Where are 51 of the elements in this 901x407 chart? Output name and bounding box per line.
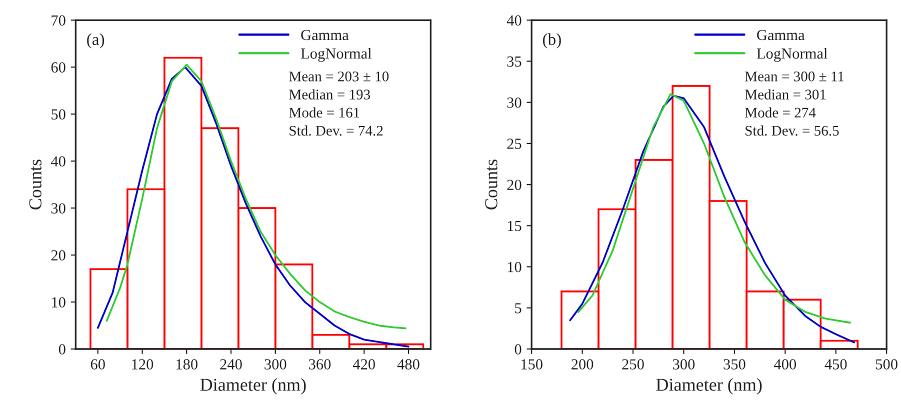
y-tick-label: 20 <box>51 250 66 260</box>
y-tick-label: 0 <box>58 344 66 354</box>
y-axis-title: Counts <box>485 160 498 210</box>
x-tick-label: 180 <box>176 359 198 370</box>
x-tick-label: 300 <box>673 359 695 370</box>
y-tick-label: 60 <box>51 62 66 73</box>
x-tick-label: 240 <box>220 359 242 370</box>
x-tick-label: 420 <box>352 359 375 370</box>
y-axis-title: Counts <box>29 160 42 210</box>
x-tick-label: 200 <box>572 359 594 370</box>
x-tick-label: 60 <box>90 359 105 370</box>
annotation: Mean = 300 ± 11 <box>745 72 844 82</box>
y-tick-label: 5 <box>515 303 522 314</box>
annotation: (a) <box>87 33 104 48</box>
legend-label: Gamma <box>301 30 349 40</box>
annotation: (b) <box>542 33 561 48</box>
annotation: Mean = 203 ± 10 <box>289 72 389 82</box>
y-tick-label: 15 <box>508 220 522 232</box>
y-tick-label: 0 <box>514 344 522 354</box>
x-tick-label: 350 <box>724 359 746 370</box>
legend-label: LogNormal <box>756 48 828 62</box>
annotation: Std. Dev. = 56.5 <box>746 125 839 136</box>
y-tick-label: 30 <box>51 203 66 214</box>
x-axis-title: Diameter (nm) <box>200 378 306 395</box>
x-tick-label: 400 <box>774 359 796 370</box>
y-tick-label: 30 <box>507 98 522 108</box>
y-tick-label: 25 <box>507 138 522 149</box>
legend-label: LogNormal <box>300 48 372 62</box>
annotation: Std. Dev. = 74.2 <box>290 125 383 136</box>
x-tick-label: 300 <box>264 359 286 370</box>
y-tick-label: 20 <box>507 180 522 190</box>
x-tick-label: 250 <box>622 359 644 370</box>
annotation: Mode = 161 <box>289 107 360 118</box>
y-tick-label: 35 <box>507 56 522 67</box>
x-axis-title: Diameter (nm) <box>656 378 762 395</box>
annotation: Median = 193 <box>289 89 370 100</box>
y-tick-label: 40 <box>50 156 66 167</box>
y-tick-label: 40 <box>506 15 522 26</box>
y-tick-label: 10 <box>52 297 66 308</box>
x-tick-label: 120 <box>132 359 154 370</box>
annotation: Mode = 274 <box>745 107 816 118</box>
x-tick-label: 480 <box>397 359 420 370</box>
x-tick-label: 150 <box>521 359 542 370</box>
y-tick-label: 70 <box>52 15 66 26</box>
x-tick-label: 500 <box>876 359 898 370</box>
legend-label: Gamma <box>757 30 805 40</box>
annotation: Median = 301 <box>745 89 826 100</box>
x-tick-label: 360 <box>309 359 331 370</box>
y-tick-label: 10 <box>508 262 522 272</box>
y-tick-label: 50 <box>52 109 66 120</box>
x-tick-label: 450 <box>824 359 847 370</box>
